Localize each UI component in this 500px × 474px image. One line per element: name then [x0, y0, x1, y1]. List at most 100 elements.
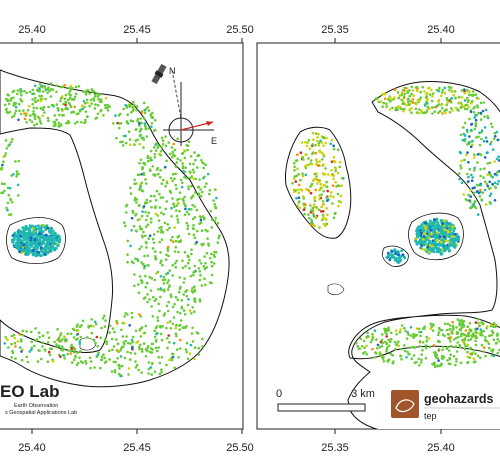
deformation-point	[403, 107, 406, 111]
deformation-point	[385, 346, 389, 349]
deformation-point	[174, 239, 178, 243]
deformation-point	[151, 362, 154, 365]
deformation-point	[138, 188, 141, 191]
deformation-point	[197, 353, 201, 356]
deformation-point	[38, 232, 42, 236]
deformation-point	[55, 345, 58, 349]
deformation-point	[183, 149, 186, 152]
deformation-point	[143, 266, 146, 270]
deformation-point	[48, 353, 52, 357]
deformation-point	[73, 358, 76, 362]
deformation-point	[396, 91, 400, 94]
deformation-point	[138, 130, 142, 133]
deformation-point	[11, 349, 14, 353]
deformation-point	[6, 186, 10, 190]
right-top-tick-2: 25.40	[427, 24, 455, 36]
deformation-point	[144, 234, 147, 238]
deformation-point	[201, 190, 204, 194]
deformation-point	[161, 139, 165, 142]
deformation-point	[488, 161, 492, 165]
deformation-point	[313, 196, 317, 199]
deformation-point	[400, 358, 403, 361]
deformation-point	[434, 245, 438, 249]
deformation-point	[492, 137, 496, 141]
deformation-point	[438, 340, 441, 344]
deformation-point	[171, 240, 175, 243]
deformation-point	[470, 179, 474, 182]
deformation-point	[486, 325, 489, 328]
deformation-point	[210, 260, 213, 264]
deformation-point	[151, 348, 154, 351]
deformation-point	[460, 159, 463, 163]
deformation-point	[432, 344, 436, 347]
deformation-point	[479, 153, 483, 157]
deformation-point	[144, 127, 148, 131]
deformation-point	[380, 344, 384, 348]
deformation-point	[480, 129, 484, 132]
deformation-point	[486, 151, 489, 154]
deformation-point	[304, 173, 308, 177]
deformation-point	[443, 228, 447, 232]
deformation-point	[412, 354, 416, 357]
deformation-point	[128, 138, 132, 141]
deformation-point	[466, 343, 470, 347]
deformation-point	[173, 148, 177, 152]
deformation-point	[199, 195, 203, 198]
deformation-point	[484, 136, 488, 139]
deformation-point	[470, 140, 473, 143]
deformation-point	[397, 344, 401, 348]
deformation-point	[123, 315, 126, 318]
deformation-point	[112, 360, 116, 364]
deformation-point	[99, 336, 103, 340]
deformation-point	[100, 100, 103, 104]
deformation-point	[144, 210, 147, 214]
deformation-point	[154, 212, 158, 216]
deformation-point	[29, 241, 33, 244]
deformation-point	[193, 205, 196, 208]
deformation-point	[491, 182, 494, 186]
deformation-point	[167, 300, 170, 304]
deformation-point	[171, 172, 175, 176]
deformation-point	[193, 216, 197, 219]
deformation-point	[296, 167, 299, 171]
deformation-point	[465, 103, 469, 107]
deformation-point	[126, 253, 129, 256]
deformation-point	[198, 298, 202, 301]
deformation-point	[12, 114, 16, 118]
deformation-point	[148, 298, 151, 301]
deformation-point	[434, 105, 438, 109]
deformation-point	[187, 255, 190, 259]
deformation-point	[179, 319, 183, 322]
deformation-point	[375, 338, 378, 341]
deformation-point	[449, 100, 453, 104]
deformation-point	[154, 254, 157, 258]
deformation-point	[447, 336, 450, 340]
deformation-point	[175, 214, 179, 218]
deformation-point	[334, 169, 338, 173]
right-bottom-tick-2: 25.40	[427, 442, 455, 454]
deformation-point	[198, 278, 202, 282]
deformation-point	[146, 223, 150, 226]
deformation-point	[174, 165, 178, 168]
deformation-point	[202, 264, 206, 268]
deformation-point	[31, 88, 35, 92]
deformation-point	[374, 351, 377, 354]
deformation-point	[473, 186, 476, 189]
deformation-point	[122, 345, 125, 349]
deformation-point	[110, 370, 114, 373]
deformation-point	[19, 231, 23, 235]
deformation-point	[126, 260, 129, 264]
deformation-point	[30, 340, 33, 344]
deformation-point	[80, 121, 83, 124]
deformation-point	[75, 325, 79, 328]
deformation-point	[136, 118, 140, 121]
deformation-point	[400, 107, 404, 111]
deformation-point	[154, 257, 158, 260]
deformation-point	[202, 166, 205, 170]
deformation-point	[450, 97, 454, 100]
deformation-point	[6, 201, 10, 205]
deformation-point	[135, 105, 139, 108]
deformation-point	[143, 254, 146, 258]
deformation-point	[96, 112, 100, 116]
deformation-point	[46, 331, 49, 334]
